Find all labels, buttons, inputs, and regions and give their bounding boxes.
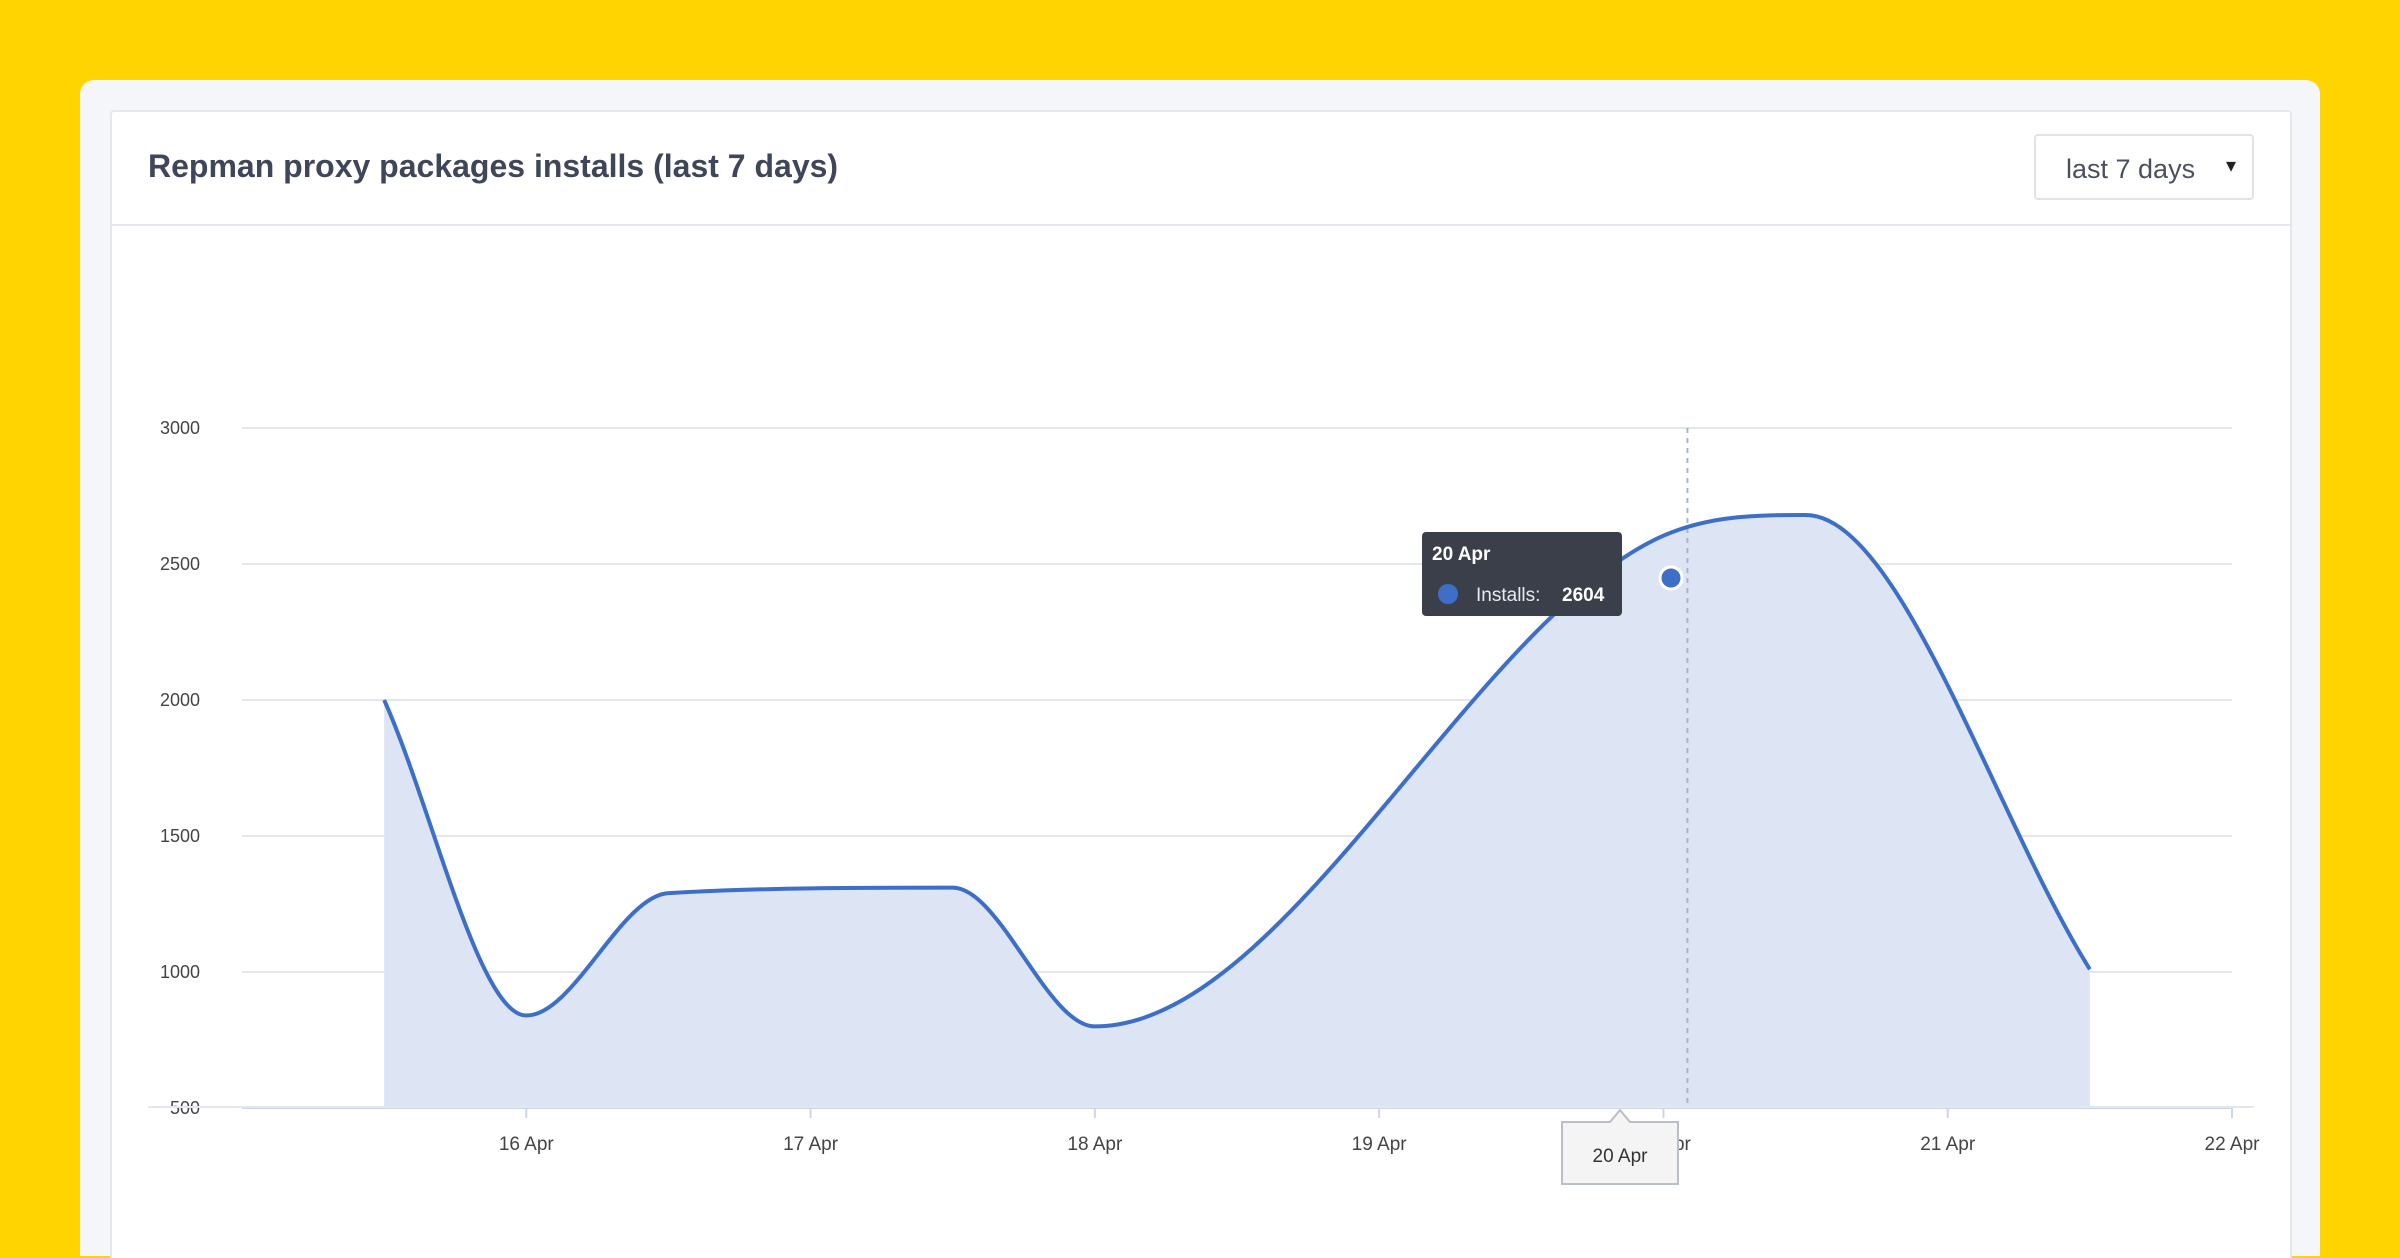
chart-card: Repman proxy packages installs (last 7 d…: [110, 110, 2292, 1258]
x-tick-label: 16 Apr: [499, 1134, 555, 1155]
y-tick-label: 3000: [160, 418, 200, 438]
y-tick-label: 2000: [160, 690, 200, 710]
date-range-value: last 7 days: [2066, 154, 2196, 184]
tooltip-series-label: Installs:: [1476, 585, 1540, 606]
tooltip-box: [1422, 532, 1622, 616]
y-tick-label: 1500: [160, 826, 200, 846]
x-tick-label: 19 Apr: [1352, 1134, 1408, 1155]
installs-area: [384, 515, 2090, 1108]
x-tick-label: 22 Apr: [2205, 1134, 2261, 1155]
crosshair-label: 20 Apr: [1561, 1108, 1679, 1185]
x-tick-label: 18 Apr: [1067, 1134, 1123, 1155]
tooltip-value: 2604: [1562, 585, 1605, 606]
hover-point-marker: [1658, 565, 1684, 591]
x-tick-label: 21 Apr: [1920, 1134, 1976, 1155]
tooltip: 20 Apr Installs: 2604: [1422, 532, 1622, 616]
y-tick-label: 2500: [160, 554, 200, 574]
crosshair-label-text: 20 Apr: [1593, 1146, 1649, 1167]
tooltip-date: 20 Apr: [1432, 544, 1491, 565]
page-frame: Repman proxy packages installs (last 7 d…: [80, 80, 2320, 1258]
card-divider: [148, 1106, 2254, 1108]
y-tick-label: 500: [170, 1098, 200, 1118]
installs-chart[interactable]: 500 1000 1500 2000 2500 3000 16 Apr 17 Apr 18 A…: [112, 226, 2290, 1206]
tooltip-series-dot: [1438, 584, 1458, 604]
installs-line: [382, 513, 2092, 1029]
chart-area[interactable]: 500 1000 1500 2000 2500 3000 16 Apr 17 Apr 18 A…: [112, 226, 2290, 1206]
chart-title: Repman proxy packages installs (last 7 d…: [148, 148, 839, 184]
date-range-select[interactable]: last 7 days ▾: [2034, 134, 2254, 200]
chevron-down-icon: ▾: [2225, 153, 2236, 177]
x-tick-label: 17 Apr: [783, 1134, 839, 1155]
crosshair-label-box: [1561, 1108, 1679, 1185]
y-tick-label: 1000: [160, 962, 200, 982]
card-header: Repman proxy packages installs (last 7 d…: [112, 112, 2290, 226]
